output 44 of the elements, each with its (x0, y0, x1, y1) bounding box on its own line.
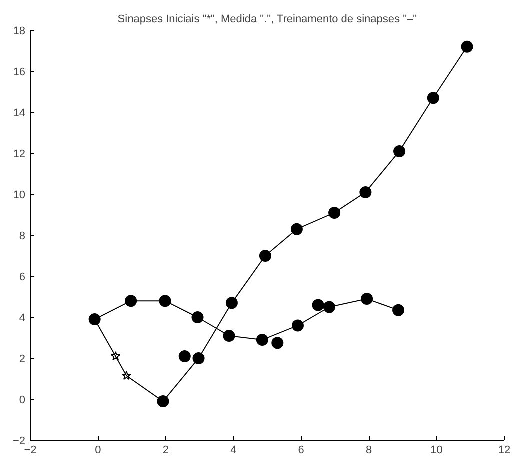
point (323, 301, 336, 314)
y-tick-label: 10 (13, 190, 26, 202)
y-tick-label: 8 (19, 230, 26, 242)
point (178, 350, 191, 362)
point (312, 299, 324, 312)
point (290, 223, 303, 236)
point (360, 186, 372, 198)
y-tick-label: −2 (12, 436, 26, 448)
y-tick-label: 6 (19, 272, 26, 284)
point (192, 352, 205, 364)
x-tick-label: 10 (430, 444, 443, 456)
point (272, 337, 284, 350)
point (427, 92, 440, 104)
point (394, 145, 406, 158)
y-tick-label: 4 (19, 312, 26, 324)
point (111, 351, 121, 361)
y-tick-label: 16 (13, 66, 26, 78)
chart-title: Sinapses Iniciais "*", Medida ".", Treinamento de sinapses "–" (118, 14, 418, 26)
point (461, 40, 474, 53)
point (125, 295, 138, 308)
y-tick-label: 18 (13, 26, 26, 38)
point (392, 304, 405, 316)
y-tick-label: 14 (13, 108, 26, 120)
point (157, 396, 170, 408)
point (226, 297, 238, 310)
x-tick-label: 12 (498, 444, 511, 456)
point (259, 250, 272, 262)
point (192, 312, 204, 324)
y-tick-label: 12 (13, 148, 26, 160)
point (223, 330, 236, 342)
x-tick-label: 0 (95, 444, 102, 456)
x-tick-label: 8 (366, 444, 372, 456)
point (328, 206, 341, 219)
point (88, 314, 101, 326)
point (159, 295, 172, 308)
point (292, 320, 304, 332)
point (256, 334, 268, 346)
point (361, 293, 374, 306)
point (122, 370, 132, 380)
y-tick-label: 2 (19, 354, 26, 366)
x-tick-label: 4 (230, 444, 237, 456)
y-tick-label: 0 (19, 394, 26, 406)
x-tick-label: 6 (298, 444, 304, 456)
x-tick-label: 2 (162, 444, 169, 456)
